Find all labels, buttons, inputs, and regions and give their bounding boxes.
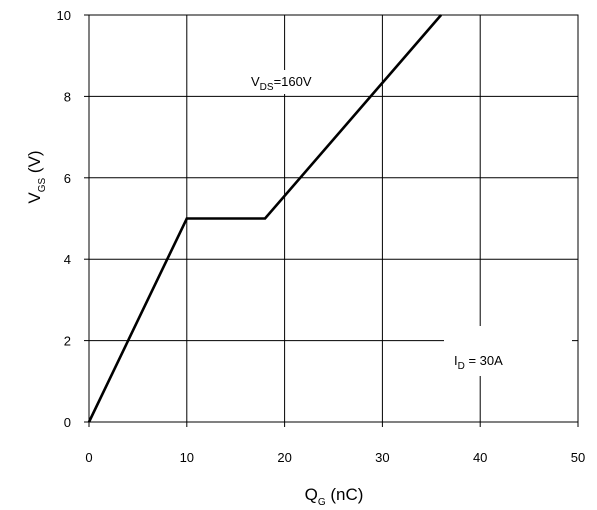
x-axis-ticks: 0 10 20 30 40 50: [85, 422, 585, 465]
y-tick-label: 6: [64, 171, 71, 186]
x-tick-label: 20: [277, 450, 291, 465]
id-annotation-rest: = 30A: [465, 353, 503, 368]
x-tick-label: 50: [571, 450, 585, 465]
id-annotation-background: [444, 326, 572, 376]
plot-area-frame: [88, 14, 579, 423]
y-axis-title-rest: (V): [25, 150, 44, 177]
x-tick-label: 30: [375, 450, 389, 465]
x-axis-title-rest: (nC): [326, 485, 364, 504]
y-axis-title-sub: GS: [37, 177, 48, 192]
x-axis-title: QG (nC): [305, 485, 364, 508]
y-tick-label: 8: [64, 89, 71, 104]
vds-annotation-sub: DS: [260, 82, 274, 93]
vds-annotation-main: V: [251, 74, 260, 89]
x-tick-label: 40: [473, 450, 487, 465]
id-annotation-main: I: [454, 353, 458, 368]
vds-annotation-background: [248, 70, 328, 94]
vds-annotation-rest: =160V: [274, 74, 312, 89]
id-annotation: ID = 30A: [454, 353, 503, 372]
y-axis-title: VGS (V): [25, 150, 48, 203]
y-tick-label: 0: [64, 415, 71, 430]
id-annotation-sub: D: [458, 361, 465, 372]
x-axis-title-sub: G: [318, 497, 326, 508]
gate-charge-curve: [87, 14, 443, 423]
y-tick-label: 4: [64, 252, 71, 267]
vds-annotation: VDS=160V: [251, 74, 312, 93]
x-axis-title-main: Q: [305, 485, 318, 504]
y-tick-label: 10: [57, 8, 71, 23]
y-axis-title-main: V: [25, 192, 44, 204]
y-axis-ticks: 0 2 4 6 8 10: [57, 8, 89, 430]
y-tick-label: 2: [64, 334, 71, 349]
series-group: [87, 14, 443, 423]
x-tick-label: 10: [180, 450, 194, 465]
x-tick-label: 0: [85, 450, 92, 465]
